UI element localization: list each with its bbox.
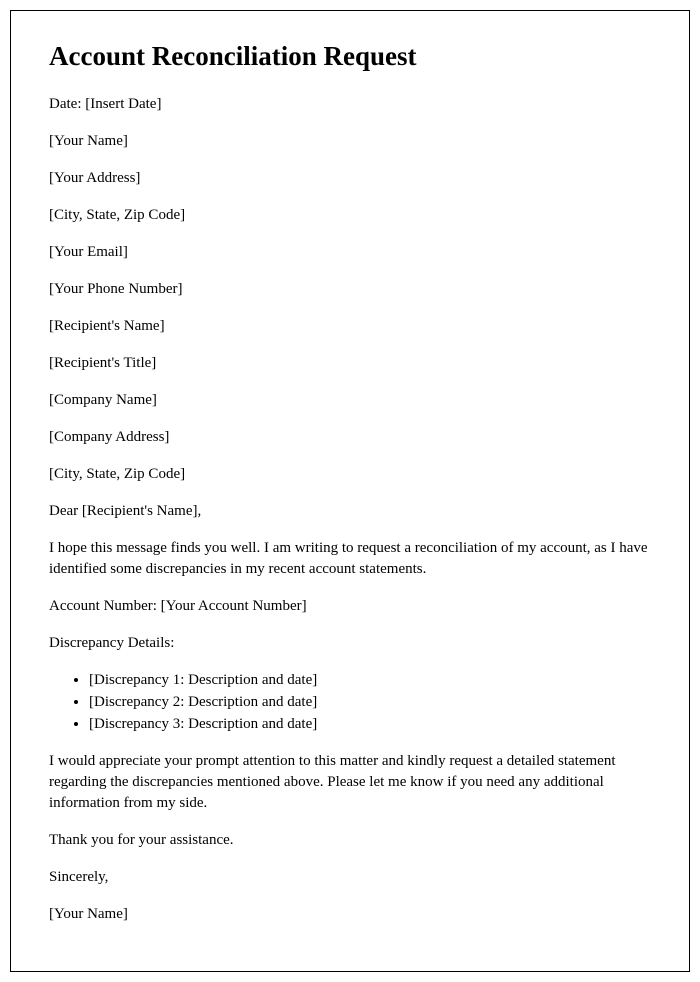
discrepancy-list: [Discrepancy 1: Description and date] [D… <box>89 670 651 735</box>
your-city-state-zip-field: [City, State, Zip Code] <box>49 205 651 226</box>
request-paragraph: I would appreciate your prompt attention… <box>49 751 651 814</box>
company-name-field: [Company Name] <box>49 390 651 411</box>
document-title: Account Reconciliation Request <box>49 41 651 72</box>
account-number-line: Account Number: [Your Account Number] <box>49 596 651 617</box>
discrepancy-item: [Discrepancy 1: Description and date] <box>89 670 651 692</box>
document-container: Account Reconciliation Request Date: [In… <box>10 10 690 972</box>
recipient-title-field: [Recipient's Title] <box>49 353 651 374</box>
salutation: Dear [Recipient's Name], <box>49 501 651 522</box>
thanks-line: Thank you for your assistance. <box>49 830 651 851</box>
discrepancy-item: [Discrepancy 3: Description and date] <box>89 714 651 736</box>
signature: [Your Name] <box>49 904 651 925</box>
your-email-field: [Your Email] <box>49 242 651 263</box>
company-address-field: [Company Address] <box>49 427 651 448</box>
your-phone-field: [Your Phone Number] <box>49 279 651 300</box>
your-name-field: [Your Name] <box>49 131 651 152</box>
signoff: Sincerely, <box>49 867 651 888</box>
date-field: Date: [Insert Date] <box>49 94 651 115</box>
company-city-state-zip-field: [City, State, Zip Code] <box>49 464 651 485</box>
discrepancy-header: Discrepancy Details: <box>49 633 651 654</box>
discrepancy-item: [Discrepancy 2: Description and date] <box>89 692 651 714</box>
recipient-name-field: [Recipient's Name] <box>49 316 651 337</box>
your-address-field: [Your Address] <box>49 168 651 189</box>
intro-paragraph: I hope this message finds you well. I am… <box>49 538 651 580</box>
